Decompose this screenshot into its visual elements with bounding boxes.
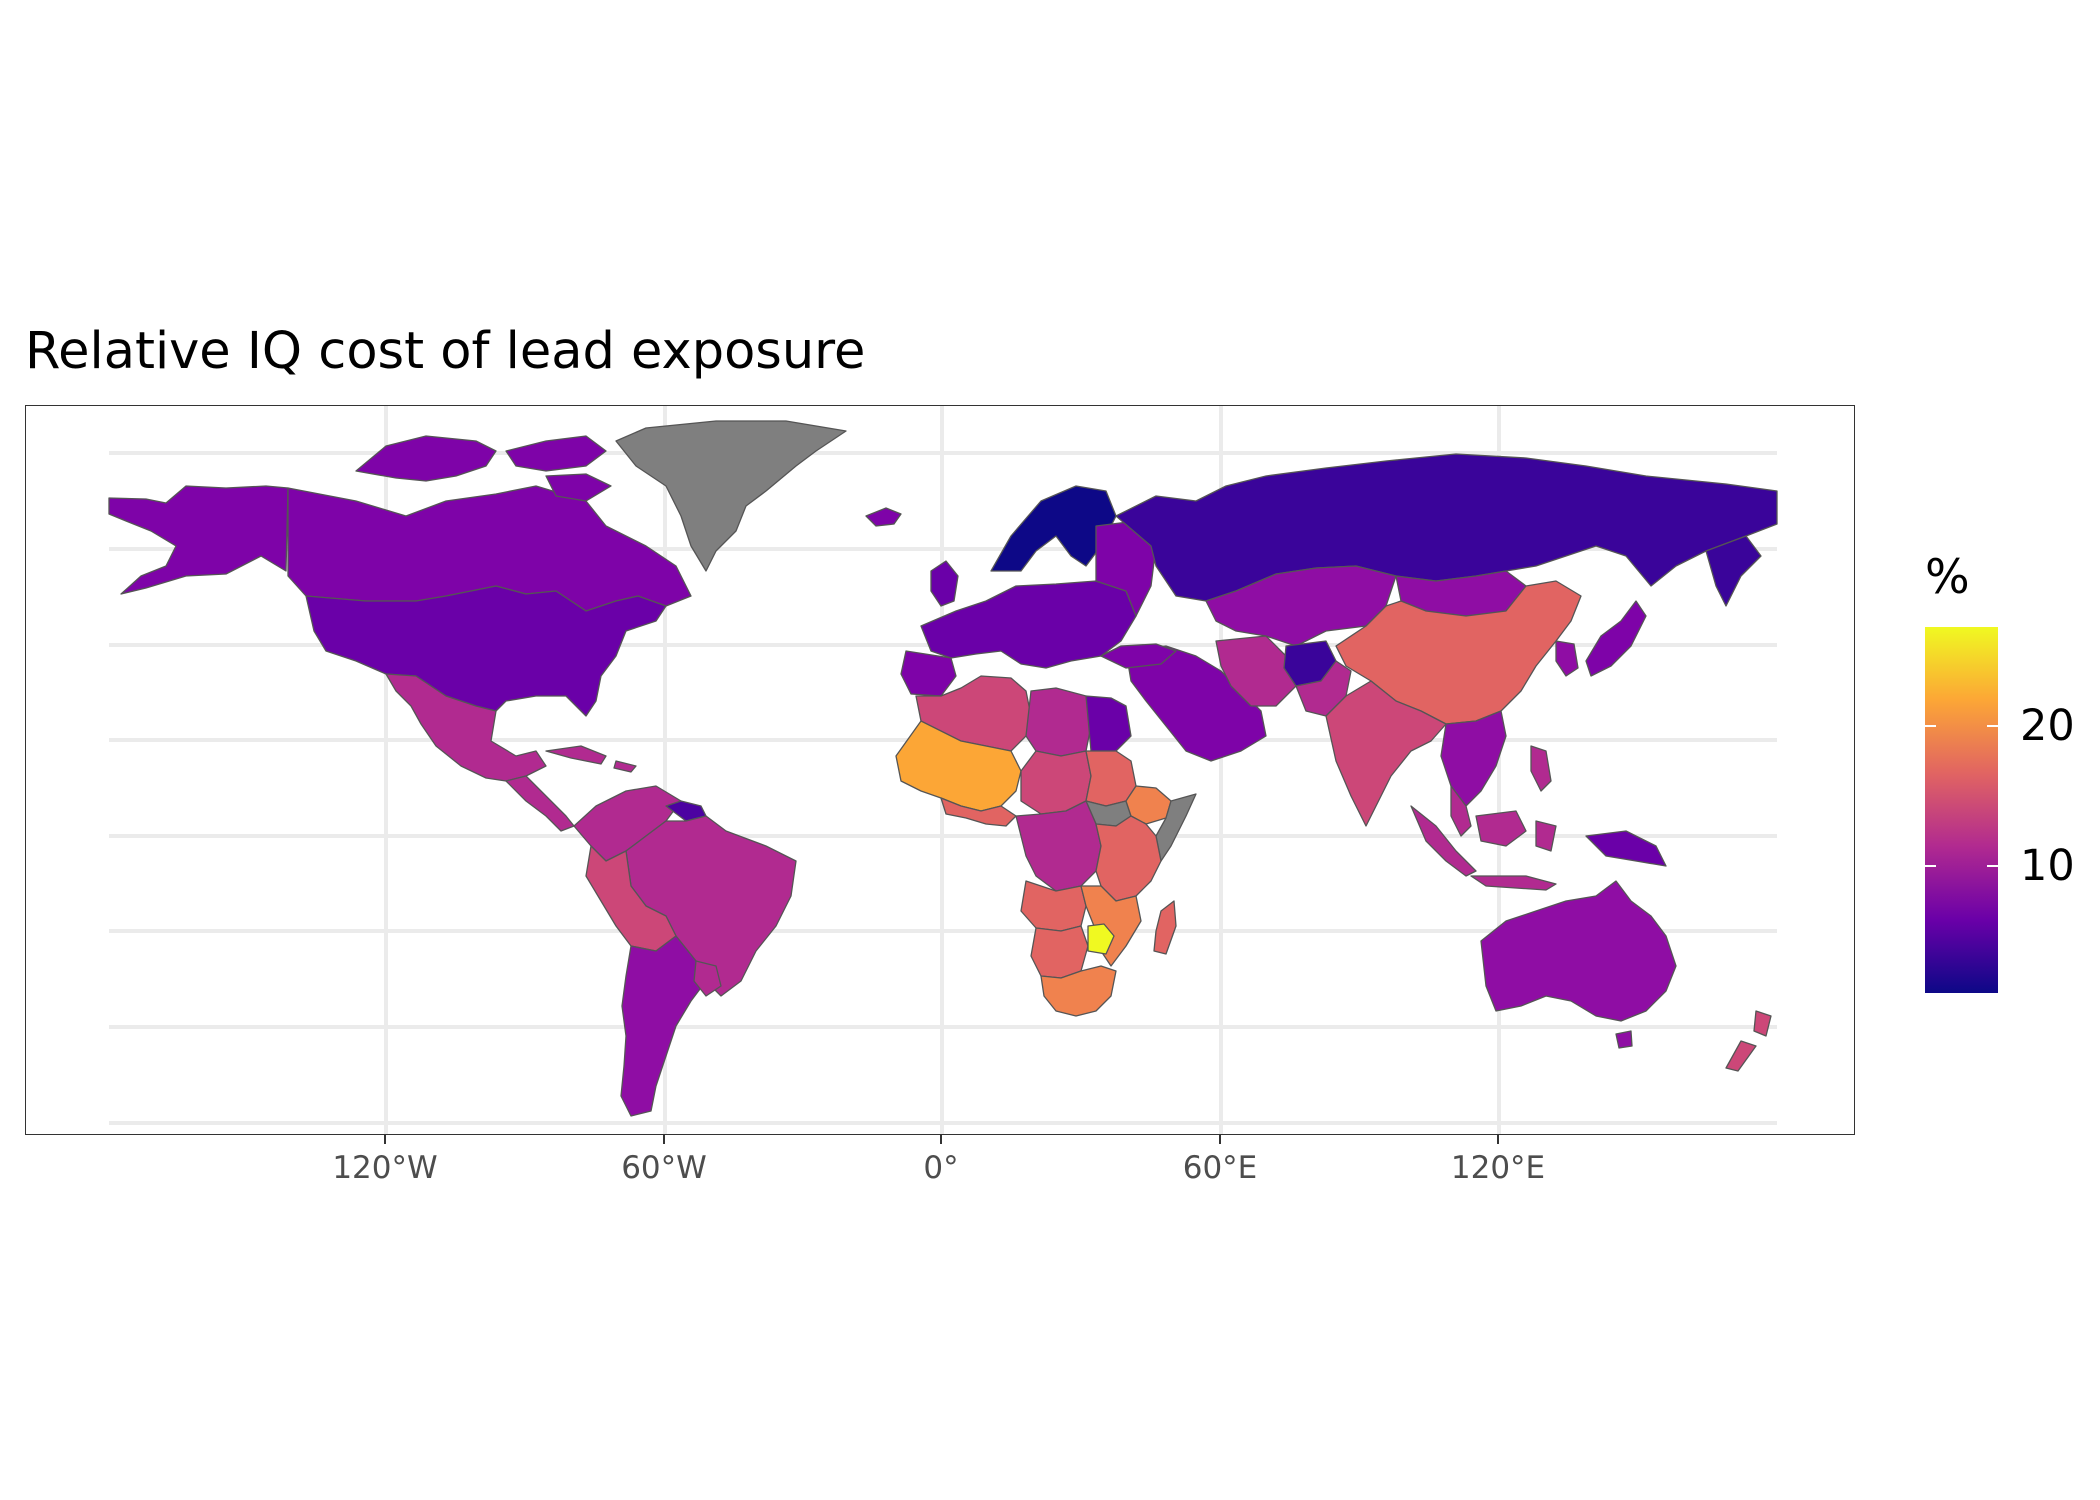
region-greenland <box>615 420 847 572</box>
legend-tick-label: 10 <box>2020 841 2075 892</box>
legend-tick-label: 20 <box>2020 700 2075 751</box>
region-namibia-botswana <box>1030 925 1089 979</box>
region-libya <box>1025 687 1092 757</box>
x-tick-label-120e: 120°E <box>1450 1150 1546 1186</box>
region-caribbean <box>545 745 637 773</box>
x-tick-mark <box>940 1135 942 1144</box>
region-uruguay <box>693 960 722 997</box>
region-united-states <box>305 585 667 717</box>
x-tick-label-0: 0° <box>923 1150 959 1186</box>
region-australia <box>1480 880 1677 1022</box>
region-argentina-chile <box>620 935 707 1117</box>
region-egypt <box>1085 695 1132 752</box>
region-indonesia <box>1410 805 1557 891</box>
region-russia <box>1115 453 1778 602</box>
legend-tick-mark <box>1987 865 1998 868</box>
region-west-africa <box>895 720 1022 812</box>
legend-title: % <box>1925 550 1970 605</box>
region-guianas <box>665 800 707 822</box>
x-tick-mark <box>663 1135 665 1144</box>
x-tick-label-60e: 60°E <box>1182 1150 1258 1186</box>
region-new-guinea <box>1585 830 1667 867</box>
region-east-africa <box>1095 815 1162 902</box>
region-far-east-peninsula <box>1705 535 1762 607</box>
region-india <box>1325 680 1447 827</box>
region-malay-peninsula <box>1450 785 1472 837</box>
region-gulf-of-guinea <box>940 797 1017 827</box>
x-tick-mark <box>1497 1135 1499 1144</box>
region-iberia <box>900 650 957 697</box>
legend-colorbar <box>1925 627 1998 993</box>
region-canadian-arctic-islands <box>355 435 612 502</box>
region-southeast-asia <box>1440 710 1507 807</box>
region-pakistan <box>1295 660 1352 717</box>
region-japan <box>1585 600 1647 677</box>
countries-layer <box>108 420 1778 1117</box>
region-somalia <box>1155 793 1197 862</box>
legend-tick-mark <box>1987 724 1998 727</box>
world-map <box>108 406 1778 1134</box>
region-united-kingdom <box>930 560 959 607</box>
chart-title: Relative IQ cost of lead exposure <box>25 322 866 381</box>
region-mexico <box>385 673 547 782</box>
legend-tick-mark <box>1925 724 1936 727</box>
region-iran <box>1215 635 1297 707</box>
region-korea <box>1555 640 1579 677</box>
x-tick-mark <box>1219 1135 1221 1144</box>
x-tick-mark <box>384 1135 386 1144</box>
legend-tick-mark <box>1925 865 1936 868</box>
x-tick-label-60w: 60°W <box>621 1150 707 1186</box>
region-europe <box>920 580 1137 669</box>
region-alaska <box>108 485 289 595</box>
region-zambia-mozambique <box>1080 885 1142 967</box>
region-turkey <box>1100 643 1177 669</box>
region-middle-east <box>1125 645 1267 762</box>
region-tasmania <box>1615 1030 1633 1049</box>
region-philippines <box>1530 745 1552 792</box>
region-madagascar <box>1153 900 1177 955</box>
map-panel <box>25 405 1855 1135</box>
region-central-africa <box>1015 800 1102 892</box>
x-tick-label-120w: 120°W <box>332 1150 438 1186</box>
region-central-america <box>505 775 575 832</box>
region-iceland <box>865 507 902 527</box>
region-zimbabwe <box>1087 923 1115 955</box>
region-south-africa <box>1040 965 1117 1017</box>
region-new-zealand <box>1725 1010 1772 1072</box>
